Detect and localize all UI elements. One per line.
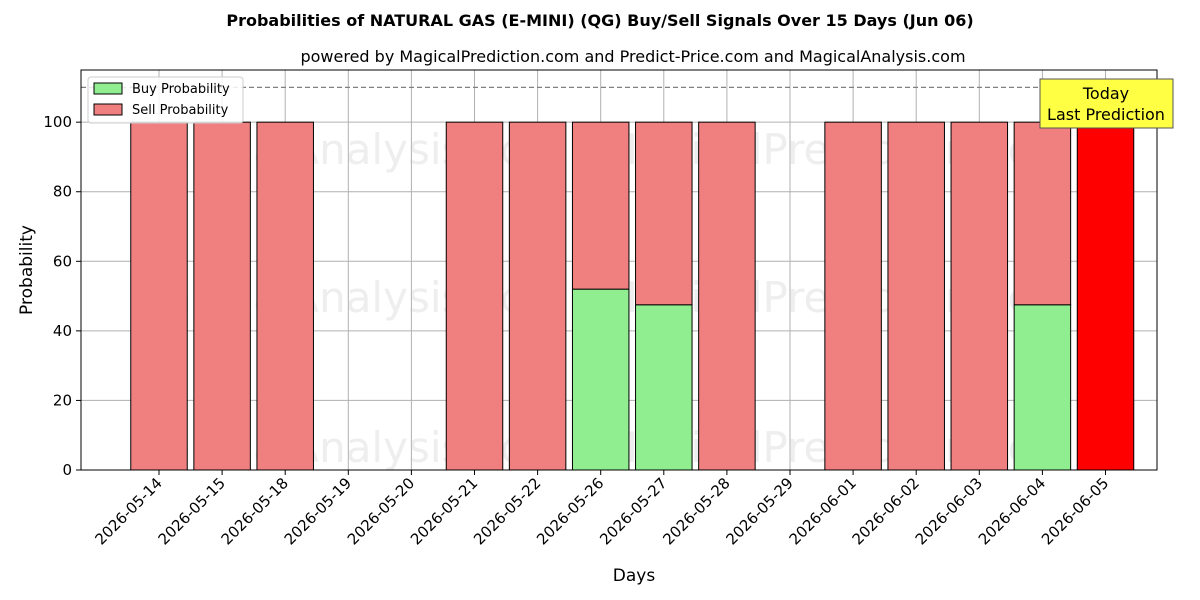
y-tick-label: 20: [53, 391, 72, 409]
x-tick-label: 2026-05-14: [91, 474, 165, 548]
x-tick-label: 2026-05-19: [281, 474, 355, 548]
x-tick-label: 2026-05-22: [470, 474, 544, 548]
x-tick-label: 2026-06-04: [975, 474, 1049, 548]
legend-swatch: [93, 103, 123, 116]
y-tick-label: 100: [43, 113, 72, 131]
annotation-text: Last Prediction: [1047, 105, 1165, 124]
bar-sell: [1076, 121, 1135, 471]
bar-sell: [445, 121, 504, 471]
bar-sell: [571, 121, 630, 290]
bar-buy: [571, 288, 630, 471]
today-annotation: Today Last Prediction: [1039, 78, 1174, 129]
plot-frame: [80, 69, 1158, 471]
x-tick-label: 2026-05-21: [407, 474, 481, 548]
bar-buy: [1013, 304, 1072, 471]
x-axis: 2026-05-142026-05-152026-05-182026-05-19…: [91, 470, 1112, 548]
chart-title: Probabilities of NATURAL GAS (E-MINI) (Q…: [226, 11, 973, 30]
y-axis-label: Probability: [17, 225, 37, 315]
annotation-box: [1039, 78, 1174, 129]
bar-sell: [256, 121, 314, 471]
x-tick-label: 2026-06-02: [849, 474, 923, 548]
x-tick-label: 2026-05-20: [344, 474, 418, 548]
x-tick-label: 2026-05-26: [533, 474, 607, 548]
annotation-text: Today: [1082, 84, 1129, 103]
bar-sell: [1013, 121, 1072, 306]
x-tick-label: 2026-05-27: [596, 474, 670, 548]
legend: Buy Probability Sell Probability: [87, 76, 244, 124]
bar-sell: [887, 121, 945, 471]
bar-sell: [130, 121, 188, 471]
x-tick-label: 2026-06-01: [786, 474, 860, 548]
x-tick-label: 2026-06-03: [912, 474, 986, 548]
legend-label: Sell Probability: [132, 103, 229, 118]
y-tick-label: 40: [53, 322, 72, 340]
bar-sell: [950, 121, 1009, 471]
bar-sell: [193, 121, 251, 471]
y-axis: 0 20 40 60 80 100: [43, 113, 81, 479]
x-tick-label: 2026-05-15: [155, 474, 229, 548]
x-tick-label: 2026-05-18: [218, 474, 292, 548]
x-tick-label: 2026-06-05: [1038, 474, 1112, 548]
x-tick-label: 2026-05-29: [722, 474, 796, 548]
legend-swatch: [93, 82, 123, 95]
y-tick-label: 80: [53, 183, 72, 201]
x-tick-label: 2026-05-28: [659, 474, 733, 548]
bars: [130, 121, 1135, 471]
x-axis-label: Days: [613, 566, 656, 586]
chart-subtitle: powered by MagicalPrediction.com and Pre…: [300, 47, 965, 66]
legend-label: Buy Probability: [132, 82, 230, 97]
y-tick-label: 60: [53, 252, 72, 270]
bar-sell: [508, 121, 567, 471]
bar-sell: [698, 121, 756, 471]
legend-box: [87, 76, 244, 124]
y-tick-label: 0: [62, 461, 72, 479]
bar-buy: [635, 304, 693, 471]
bar-sell: [635, 121, 693, 306]
bar-sell: [824, 121, 882, 471]
